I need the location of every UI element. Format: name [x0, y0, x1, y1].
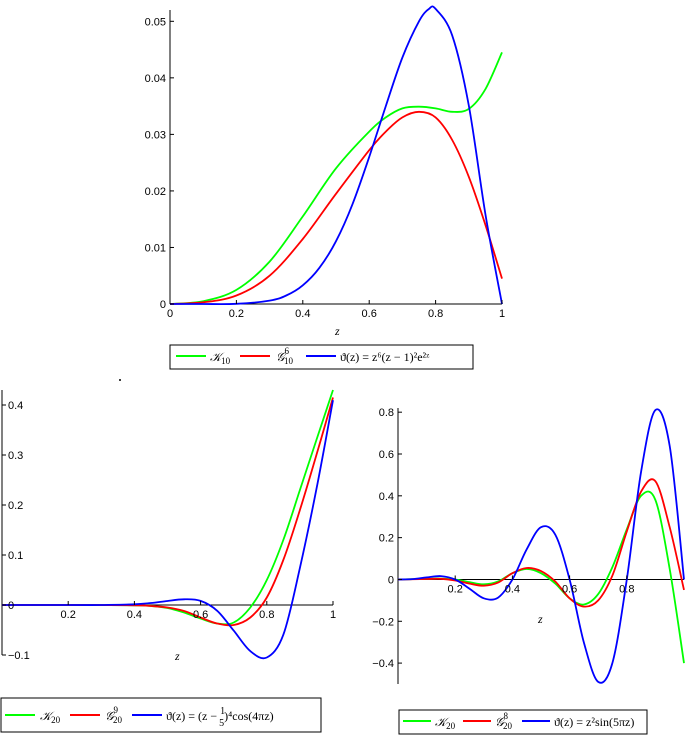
y-tick-label: 0.4 — [8, 400, 23, 412]
chart-bl-xlabel: z — [174, 649, 180, 663]
series-k-line — [169, 52, 503, 305]
x-tick-label: 0.4 — [295, 308, 310, 320]
series-k-line — [2, 389, 334, 626]
stray-dot — [119, 379, 121, 381]
y-tick-label: 0.04 — [145, 73, 166, 85]
x-tick-label: 1 — [330, 609, 336, 621]
legend-label-theta: ϑ(z) = z⁶(z − 1)²e²ᶻ — [340, 350, 430, 364]
chart-top-xlabel: z — [334, 324, 340, 338]
x-tick-label: 0.6 — [193, 609, 208, 621]
chart-top-legend: 𝒦10 𝒢6 10 ϑ(z) = z⁶(z − 1)²e²ᶻ — [169, 344, 474, 370]
y-tick-label: 0.3 — [8, 450, 23, 462]
y-tick-label: 0.4 — [379, 491, 394, 503]
chart-bottom-right: 0.2 0.4 0.6 0.8 −0.4 −0.2 0 0.2 0.4 0.6 0.8 z 𝒦20 … — [372, 407, 685, 735]
x-tick-label: 0.8 — [619, 583, 634, 595]
series-g-line — [169, 110, 503, 305]
legend-label-g20: 𝒢8 20 — [495, 711, 513, 731]
y-tick-label: 0.05 — [145, 16, 166, 28]
y-tick-label: 0.2 — [379, 533, 394, 545]
y-tick-label: −0.4 — [372, 658, 394, 670]
x-tick-label: 0.4 — [127, 609, 142, 621]
y-tick-label: 0 — [8, 600, 14, 612]
x-tick-label: 0.8 — [259, 609, 274, 621]
series-g-line — [397, 478, 685, 608]
chart-bottom-left: 0.2 0.4 0.6 0.8 1 −0.1 0 0.1 0.2 0.3 0.4 z 𝒦20 𝒢9 2… — [0, 389, 336, 733]
y-tick-label: 0 — [160, 299, 166, 311]
chart-br-ticks: 0.2 0.4 0.6 0.8 −0.4 −0.2 0 0.2 0.4 0.6 0.8 — [372, 407, 634, 670]
legend-label-theta: ϑ(z) = z²sin(5πz) — [554, 715, 634, 729]
chart-bl-axes — [1, 390, 333, 655]
x-tick-label: 0.6 — [562, 583, 577, 595]
y-tick-label: 0.01 — [145, 242, 166, 254]
x-tick-label: 0.8 — [428, 308, 443, 320]
series-k-line — [397, 490, 685, 664]
x-tick-label: 1 — [499, 308, 505, 320]
y-tick-label: 0.1 — [8, 550, 23, 562]
legend-label-g10: 𝒢6 10 — [276, 346, 294, 366]
y-tick-label: −0.1 — [8, 650, 30, 662]
x-tick-label: 0.2 — [448, 583, 463, 595]
y-tick-label: 0.8 — [379, 407, 394, 419]
x-tick-label: 0 — [167, 308, 173, 320]
chart-bl-ticks: 0.2 0.4 0.6 0.8 1 −0.1 0 0.1 0.2 0.3 0.4 — [2, 400, 336, 662]
series-theta-line — [397, 408, 685, 684]
y-tick-label: −0.2 — [372, 616, 394, 628]
legend-label-g20: 𝒢9 20 — [105, 705, 123, 725]
chart-bl-series — [2, 389, 334, 660]
series-g-line — [2, 397, 334, 627]
y-tick-label: 0.6 — [379, 449, 394, 461]
chart-br-xlabel: z — [537, 612, 543, 626]
chart-top-series — [169, 5, 503, 306]
x-tick-label: 0.4 — [505, 583, 520, 595]
series-theta-line — [2, 400, 334, 660]
chart-bl-legend: 𝒦20 𝒢9 20 ϑ(z) = (z − 1 5)⁴cos(4πz) — [0, 697, 322, 733]
x-tick-label: 0.2 — [229, 308, 244, 320]
series-theta-line — [169, 5, 503, 306]
x-tick-label: 0.2 — [61, 609, 76, 621]
y-tick-label: 0 — [388, 574, 394, 586]
x-tick-label: 0.6 — [362, 308, 377, 320]
chart-top-axes — [169, 10, 502, 305]
y-tick-label: 0.03 — [145, 129, 166, 141]
y-tick-label: 0.2 — [8, 500, 23, 512]
legend-label-theta: ϑ(z) = (z − 1 5)⁴cos(4πz) — [166, 706, 274, 729]
chart-top-ticks: 0 0.2 0.4 0.6 0.8 1 0 0.01 0.02 0.03 0.04 0.05 — [145, 16, 505, 320]
chart-top: 0 0.2 0.4 0.6 0.8 1 0 0.01 0.02 0.03 0.04 0.05 z 𝒦1… — [145, 5, 505, 370]
chart-br-series — [397, 408, 685, 684]
y-tick-label: 0.02 — [145, 186, 166, 198]
chart-br-legend: 𝒦20 𝒢8 20 ϑ(z) = z²sin(5πz) — [398, 709, 648, 735]
chart-br-axes — [397, 408, 684, 684]
